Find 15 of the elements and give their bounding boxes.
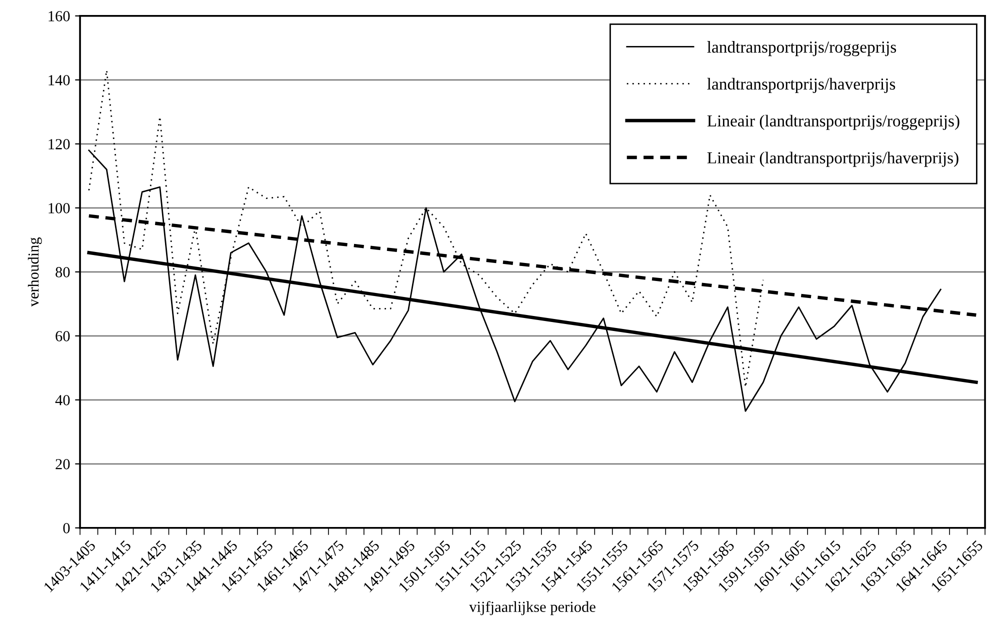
x-axis-title: vijfjaarlijkse periode [469,601,596,616]
y-tick-label: 120 [48,139,70,150]
legend-label: landtransportprijs/roggeprijs [707,41,896,56]
y-axis-title: verhouding [28,237,42,307]
legend-label: Lineair (landtransportprijs/haverprijs) [707,152,958,167]
legend-label: Lineair (landtransportprijs/roggeprijs) [707,114,960,130]
y-tick-label: 60 [56,331,70,342]
y-tick-label: 160 [48,11,70,22]
y-tick-label: 40 [55,395,70,406]
y-tick-label: 140 [48,75,70,86]
y-tick-label: 100 [48,203,70,214]
y-tick-label: 20 [56,459,70,470]
legend-label: landtransportprijs/haverprijs [707,78,896,94]
y-tick-label: 80 [56,267,70,278]
y-tick-label: 0 [63,523,70,534]
